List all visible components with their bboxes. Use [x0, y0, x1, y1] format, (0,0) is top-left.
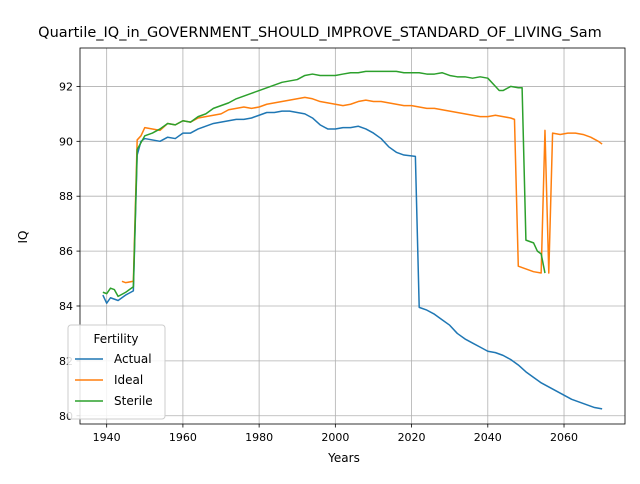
chart-title: Quartile_IQ_in_GOVERNMENT_SHOULD_IMPROVE… — [38, 25, 602, 41]
x-tick-label: 2020 — [398, 431, 426, 444]
x-tick-label: 1960 — [169, 431, 197, 444]
x-tick-label: 1940 — [93, 431, 121, 444]
grid-layer — [80, 48, 625, 424]
x-tick-label: 2040 — [474, 431, 502, 444]
y-tick-label: 90 — [59, 135, 73, 148]
legend-label: Ideal — [114, 373, 143, 387]
x-tick-label: 2000 — [321, 431, 349, 444]
y-tick-label: 84 — [59, 300, 73, 313]
tick-layer: 1940 1960 1980 2000 2020 2040 2060808284868890… — [59, 80, 578, 444]
y-tick-label: 86 — [59, 245, 73, 258]
legend-title: Fertility — [93, 332, 138, 346]
x-tick-label: 1980 — [245, 431, 273, 444]
y-axis-label: IQ — [16, 231, 30, 244]
y-tick-label: 88 — [59, 190, 73, 203]
x-tick-label: 2060 — [550, 431, 578, 444]
series-line-ideal — [121, 96, 603, 284]
legend: Fertility Actual Ideal Sterile — [67, 324, 166, 420]
legend-label: Sterile — [114, 394, 153, 408]
plot-frame — [79, 47, 626, 425]
series-line-sterile — [102, 70, 546, 298]
legend-entries: Actual Ideal Sterile — [75, 352, 153, 408]
legend-label: Actual — [114, 352, 152, 366]
y-tick-label: 92 — [59, 80, 73, 93]
x-axis-label: Years — [327, 451, 360, 465]
series-layer — [102, 70, 603, 410]
series-line-actual — [102, 110, 603, 410]
legend-box — [67, 324, 166, 420]
